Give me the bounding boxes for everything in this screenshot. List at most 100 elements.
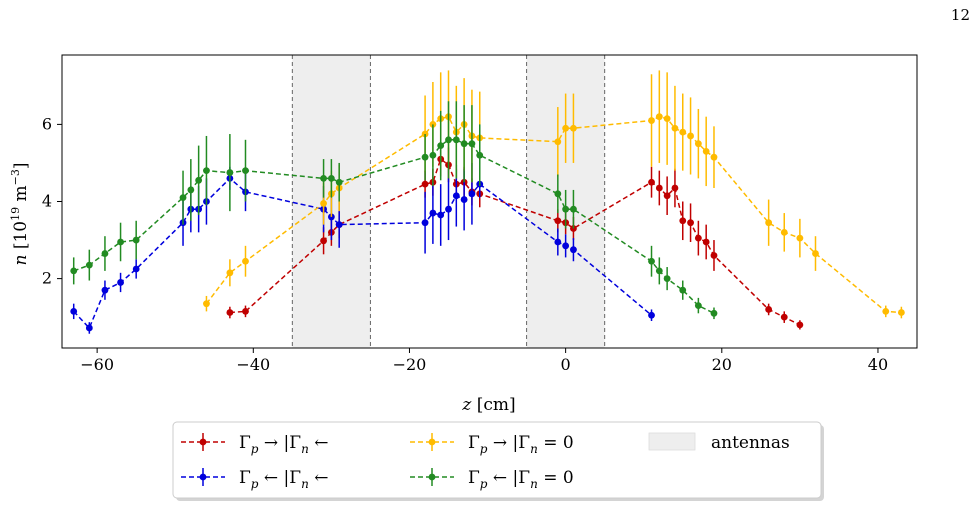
data-point (203, 300, 210, 308)
data-point (648, 178, 655, 186)
y-tick-label: 4 (42, 192, 52, 211)
data-point (710, 153, 718, 161)
data-point (242, 307, 249, 315)
data-point (710, 309, 718, 317)
data-point (476, 151, 484, 159)
data-point (679, 286, 687, 294)
data-point (570, 124, 577, 132)
data-point (702, 238, 710, 246)
data-point (663, 115, 671, 123)
data-point (187, 186, 195, 194)
data-point (694, 234, 702, 242)
data-point (327, 174, 335, 182)
data-point (655, 113, 663, 121)
data-point (655, 267, 663, 275)
data-point (101, 250, 109, 257)
data-point (132, 265, 140, 273)
data-point (648, 117, 655, 124)
data-point (437, 211, 445, 219)
data-point (460, 140, 468, 148)
data-point (554, 190, 562, 198)
x-tick-label: −60 (80, 355, 114, 374)
series-layer (70, 70, 905, 334)
x-tick-label: −20 (393, 355, 427, 374)
data-point (85, 324, 93, 332)
data-point (562, 242, 570, 250)
data-point (882, 307, 890, 315)
data-point (452, 192, 460, 200)
data-point (117, 279, 124, 286)
data-point (671, 124, 679, 132)
data-point (648, 257, 655, 265)
x-tick-label: 20 (712, 355, 732, 374)
legend-item-4: Γp ← |Γn = 0 (410, 468, 574, 491)
data-point (468, 140, 476, 148)
data-point (195, 176, 203, 184)
data-point (452, 136, 460, 144)
data-point (320, 174, 327, 182)
data-point (694, 302, 702, 309)
data-point (554, 238, 562, 246)
data-point (655, 184, 663, 192)
legend-label: Γp → |Γn ← (239, 433, 328, 456)
data-point (694, 140, 702, 148)
data-point (765, 219, 773, 227)
data-point (687, 219, 694, 227)
data-point (554, 217, 562, 225)
x-tick-label: −40 (236, 355, 270, 374)
series-line (205, 115, 902, 314)
data-point (70, 307, 78, 315)
data-point (117, 238, 124, 246)
data-point (445, 136, 452, 144)
data-point (320, 237, 327, 245)
data-point (226, 269, 234, 277)
y-tick-label: 2 (42, 269, 52, 288)
data-point (648, 311, 655, 319)
y-tick-label: 6 (42, 114, 52, 133)
legend-items: Γp → |Γn ← Γp ← |Γn ← Γp → |Γn = 0 Γp ← |Γn… (181, 433, 574, 491)
data-point (226, 169, 234, 176)
data-point (421, 180, 429, 188)
data-point (437, 142, 445, 149)
axis-ticks: −60 −40 −20 0 20 40 2 4 6 (42, 114, 888, 374)
data-point (101, 286, 109, 294)
data-point (780, 313, 788, 321)
data-point (320, 200, 327, 207)
legend-item-1: Γp → |Γn ← (181, 433, 328, 456)
series-4 (70, 101, 718, 320)
data-point (421, 219, 429, 227)
data-point (702, 147, 710, 155)
data-point (429, 209, 437, 217)
legend-label: Γp → |Γn = 0 (468, 433, 574, 456)
legend-item-3: Γp → |Γn = 0 (410, 433, 574, 456)
data-point (421, 153, 429, 161)
x-tick-label: 0 (561, 355, 571, 374)
x-axis-label: z [cm] (461, 395, 515, 415)
series-line (229, 157, 801, 326)
data-point (132, 236, 140, 244)
data-point (242, 167, 249, 175)
page-number: 12 (950, 6, 970, 24)
data-point (687, 132, 694, 140)
series-2 (70, 162, 655, 334)
data-point (812, 250, 819, 257)
data-point (710, 252, 718, 259)
data-point (554, 138, 562, 146)
data-point (796, 321, 804, 329)
data-point (562, 124, 570, 132)
data-point (460, 196, 468, 203)
legend-label: Γp ← |Γn = 0 (468, 468, 574, 491)
data-point (242, 257, 249, 265)
data-point (468, 190, 476, 198)
data-point (226, 309, 234, 316)
series-line (73, 177, 652, 330)
legend-antennas-label: antennas (711, 433, 790, 453)
data-point (70, 267, 78, 275)
data-point (765, 306, 773, 313)
data-point (335, 221, 343, 229)
data-point (179, 194, 187, 202)
data-point (671, 184, 679, 192)
data-point (429, 151, 437, 159)
legend: Γp → |Γn ← Γp ← |Γn ← Γp → |Γn = 0 Γp ← |Γn… (172, 421, 824, 501)
legend-marker (199, 473, 207, 481)
